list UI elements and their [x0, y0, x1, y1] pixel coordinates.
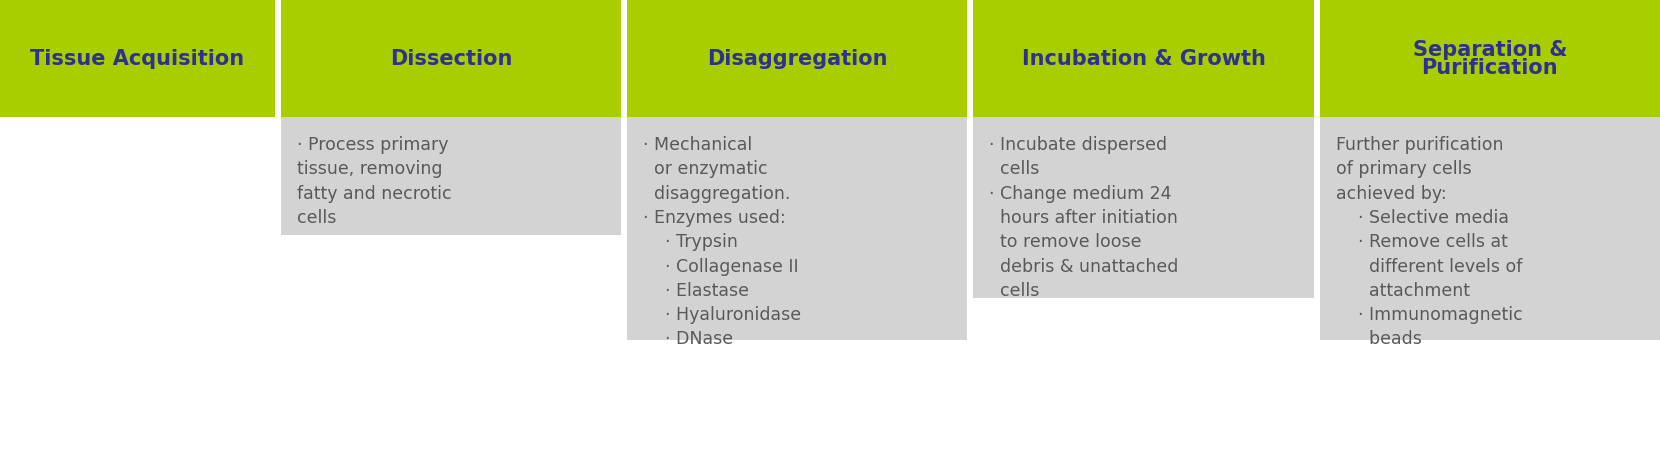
Text: Dissection: Dissection: [390, 49, 513, 69]
Text: Separation &: Separation &: [1413, 39, 1567, 60]
Bar: [0, 0, 276, 118]
Text: Disaggregation: Disaggregation: [707, 49, 888, 69]
Text: · Incubate dispersed
  cells
· Change medium 24
  hours after initiation
  to re: · Incubate dispersed cells · Change medi…: [989, 136, 1179, 299]
Text: Tissue Acquisition: Tissue Acquisition: [30, 49, 244, 69]
Bar: [1320, 118, 1660, 340]
Bar: [973, 118, 1313, 298]
Bar: [1320, 0, 1660, 118]
Text: Further purification
of primary cells
achieved by:
    · Selective media
    · R: Further purification of primary cells ac…: [1336, 136, 1522, 348]
Text: Incubation & Growth: Incubation & Growth: [1021, 49, 1265, 69]
Bar: [281, 0, 621, 118]
Text: · Mechanical
  or enzymatic
  disaggregation.
· Enzymes used:
    · Trypsin
    : · Mechanical or enzymatic disaggregation…: [642, 136, 802, 348]
Text: Purification: Purification: [1421, 58, 1559, 78]
Text: · Process primary
tissue, removing
fatty and necrotic
cells: · Process primary tissue, removing fatty…: [297, 136, 452, 226]
Bar: [627, 118, 968, 340]
Bar: [627, 0, 968, 118]
Bar: [281, 118, 621, 236]
Bar: [973, 0, 1313, 118]
